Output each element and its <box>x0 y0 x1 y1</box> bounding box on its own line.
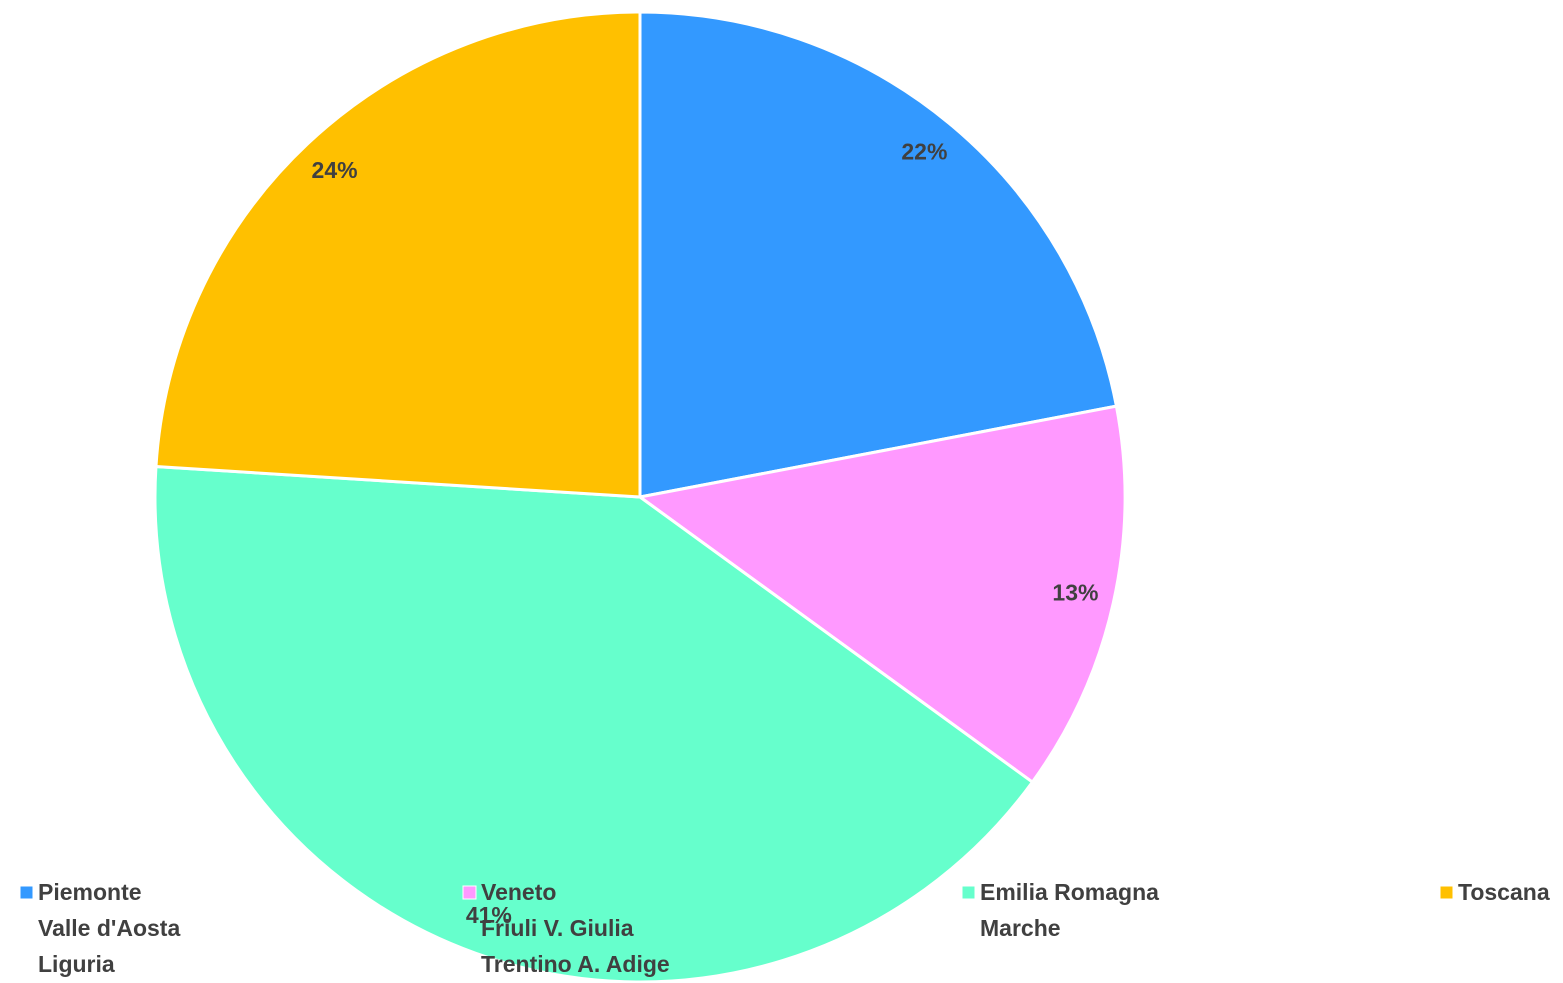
legend-label: Veneto <box>481 879 556 905</box>
legend-label: Toscana <box>1458 879 1550 905</box>
data-label: 13% <box>1052 579 1098 605</box>
legend-label: Valle d'Aosta <box>38 915 180 941</box>
pie-slice <box>636 404 1127 785</box>
legend-marker <box>1439 885 1454 900</box>
pie-slice <box>154 10 642 499</box>
legend-label: Friuli V. Giulia <box>481 915 634 941</box>
legend-marker <box>961 885 976 900</box>
legend-label: Trentino A. Adige <box>481 951 670 977</box>
legend-label: Liguria <box>38 951 115 977</box>
legend-label: Piemonte <box>38 879 142 905</box>
legend-marker <box>462 885 477 900</box>
data-label: 24% <box>312 157 358 183</box>
legend-label: Emilia Romagna <box>980 879 1159 905</box>
legend-marker <box>19 885 34 900</box>
legend-label: Marche <box>980 915 1061 941</box>
data-label: 41% <box>466 902 512 928</box>
data-label: 22% <box>901 138 947 164</box>
pie-slice <box>153 464 1035 983</box>
pie-slice <box>638 10 1119 499</box>
